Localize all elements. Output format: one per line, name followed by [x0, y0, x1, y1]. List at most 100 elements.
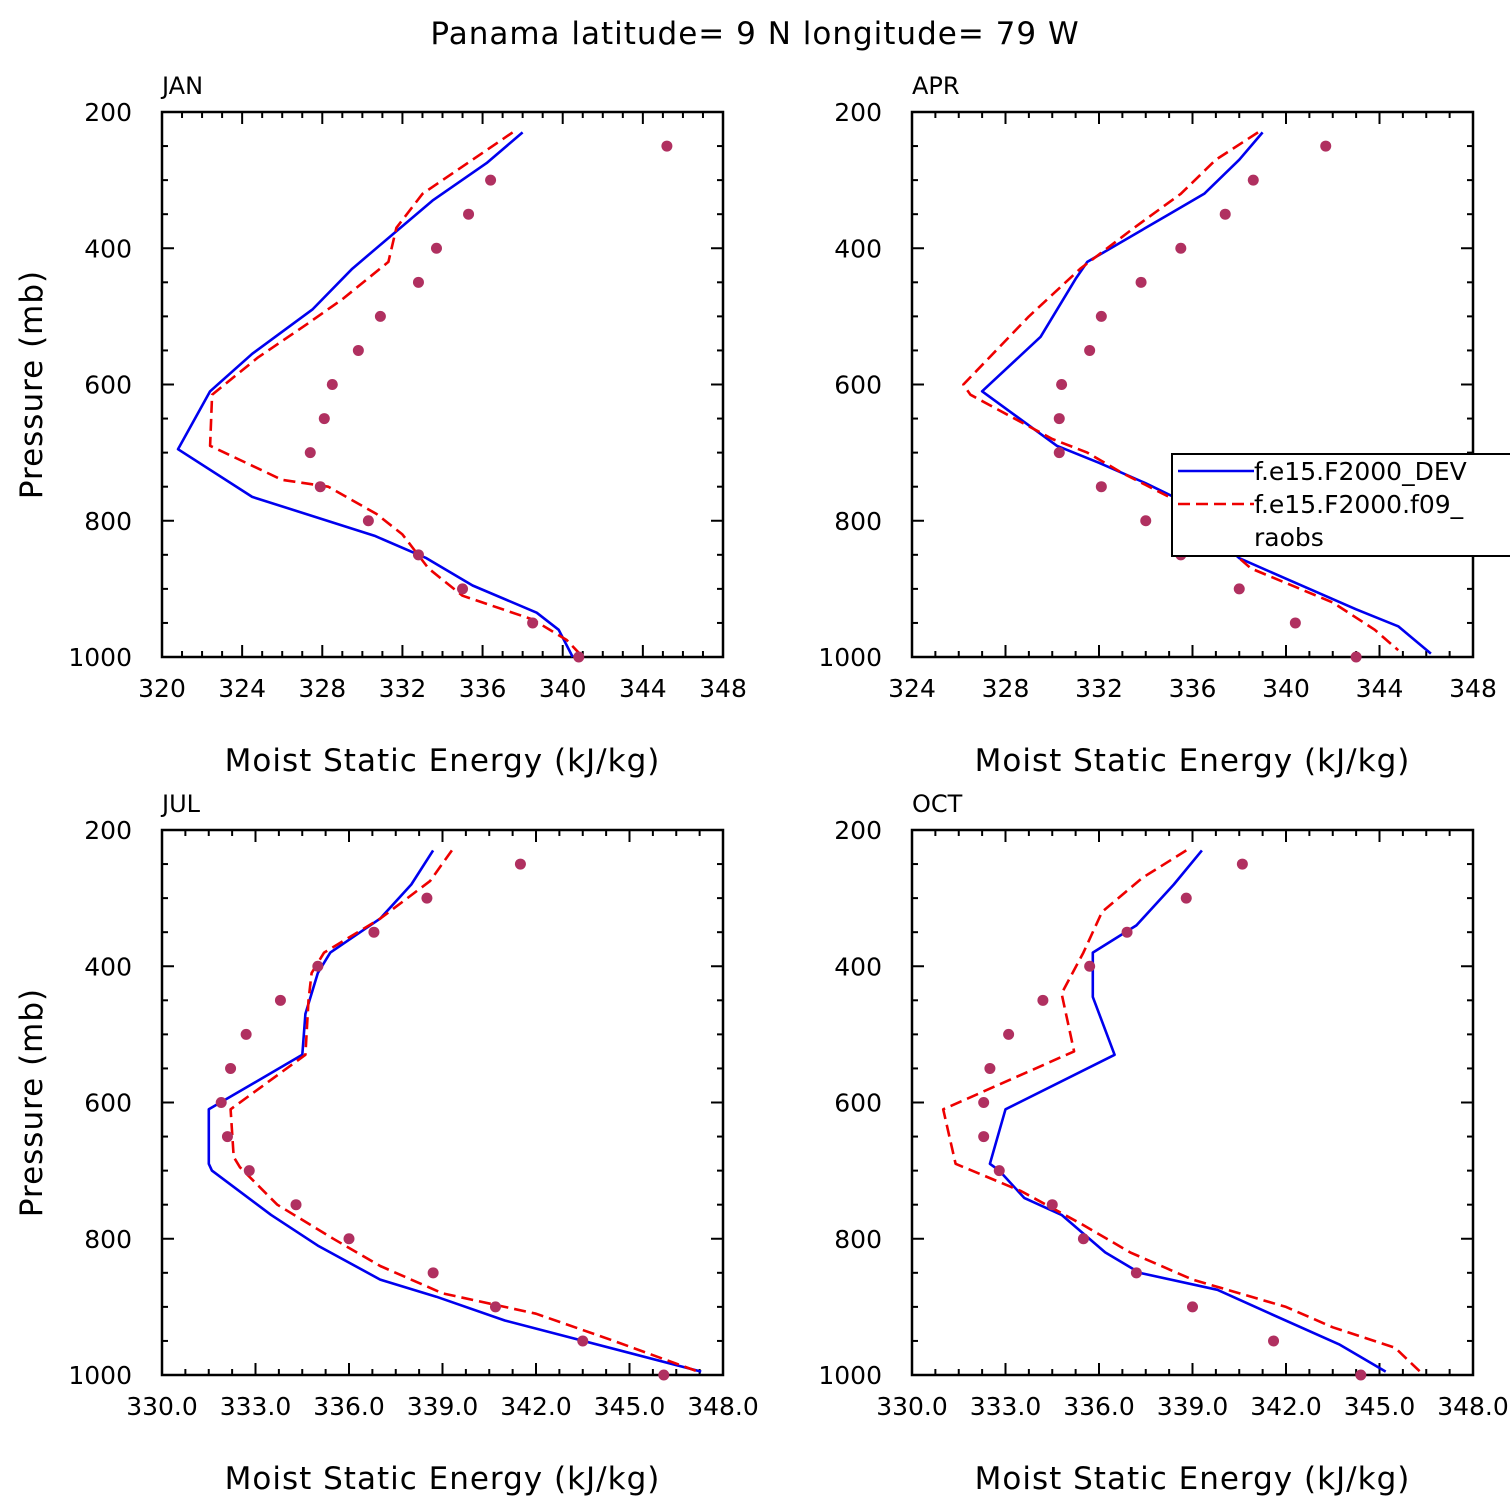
raobs-point [1121, 926, 1133, 938]
raobs-point [1268, 1335, 1280, 1347]
raobs-point [1077, 1233, 1089, 1245]
x-tick-label: 333.0 [220, 1392, 292, 1421]
raobs-point [412, 549, 424, 561]
raobs-point [1219, 208, 1231, 220]
raobs-point [658, 1369, 670, 1381]
y-tick-label: 600 [834, 1089, 882, 1118]
raobs-point [457, 583, 469, 595]
raobs-point [1053, 413, 1065, 425]
x-axis-title: Moist Static Energy (kJ/kg) [225, 1461, 661, 1497]
panel-jul: JUL 330.0 333.0 336.0 339.0 342.0 345.0 348.0 20… [14, 790, 759, 1497]
raobs-point [221, 1131, 233, 1143]
y-tick-label: 1000 [818, 1361, 882, 1390]
x-tick-label: 324 [218, 674, 266, 703]
raobs-point [1056, 379, 1068, 390]
raobs-point [489, 1301, 501, 1313]
x-tick-label: 333.0 [970, 1392, 1042, 1421]
series-line-model1 [207, 849, 702, 1373]
raobs-point [421, 892, 433, 904]
x-tick-label: 342.0 [1250, 1392, 1322, 1421]
y-tick-label: 600 [84, 371, 132, 400]
raobs-point [243, 1165, 255, 1177]
y-tick-label: 1000 [818, 643, 882, 672]
raobs-point [1053, 447, 1065, 459]
series-line-model2 [229, 849, 699, 1373]
y-tick-label: 200 [84, 816, 132, 845]
panel-title: JAN [160, 72, 203, 100]
raobs-point [312, 960, 324, 972]
x-tick-label: 348.0 [687, 1392, 759, 1421]
y-axis-title: Pressure (mb) [14, 988, 50, 1217]
y-tick-label: 600 [84, 1089, 132, 1118]
y-tick-label: 600 [834, 371, 882, 400]
raobs-point [368, 926, 380, 938]
plot-frame [910, 828, 1475, 1377]
raobs-point [430, 242, 442, 254]
x-axis-title: Moist Static Energy (kJ/kg) [975, 743, 1411, 779]
raobs-point [1037, 994, 1049, 1006]
raobs-point [225, 1062, 237, 1074]
x-tick-label: 332 [379, 674, 427, 703]
raobs-point [978, 1097, 990, 1108]
raobs-point [1289, 617, 1301, 629]
y-tick-label: 200 [834, 816, 882, 845]
y-axis-title: Pressure (mb) [14, 270, 50, 499]
x-tick-label: 345.0 [1344, 1392, 1416, 1421]
x-tick-label: 330.0 [876, 1392, 948, 1421]
legend-label: f.e15.F2000.f09_ [1254, 490, 1464, 519]
panel-oct: OCT 330.0 333.0 336.0 339.0 342.0 345.0 348.0 20… [818, 790, 1508, 1497]
y-tick-label: 800 [834, 507, 882, 536]
legend-label: f.e15.F2000_DEV [1254, 457, 1467, 486]
raobs-point [215, 1097, 227, 1108]
raobs-point [1130, 1267, 1142, 1279]
x-tick-label: 320 [138, 674, 186, 703]
raobs-point [1320, 140, 1332, 152]
x-tick-label: 348 [1449, 674, 1497, 703]
x-tick-label: 336.0 [1063, 1392, 1135, 1421]
y-tick-label: 400 [84, 952, 132, 981]
x-tick-label: 336.0 [313, 1392, 385, 1421]
y-tick-label: 400 [834, 234, 882, 263]
series-line-model1 [176, 131, 574, 658]
x-tick-label: 324 [888, 674, 936, 703]
raobs-point [318, 413, 330, 425]
x-tick-label: 330.0 [126, 1392, 198, 1421]
raobs-point [1140, 515, 1152, 527]
x-tick-label: 328 [982, 674, 1030, 703]
plot-frame [160, 828, 725, 1377]
series-line-model2 [941, 849, 1421, 1373]
y-tick-label: 800 [84, 1225, 132, 1254]
y-tick-label: 200 [834, 98, 882, 127]
raobs-point [290, 1199, 302, 1211]
raobs-point [1247, 174, 1259, 186]
raobs-point [573, 651, 585, 663]
plot-frame [910, 110, 1475, 659]
x-tick-label: 332 [1075, 674, 1123, 703]
raobs-point [314, 481, 326, 493]
raobs-point [374, 310, 386, 322]
x-tick-label: 328 [298, 674, 346, 703]
x-tick-label: 336 [1169, 674, 1217, 703]
legend: f.e15.F2000_DEV f.e15.F2000.f09_raobs [1171, 453, 1510, 557]
raobs-point [577, 1335, 589, 1347]
x-tick-label: 344 [619, 674, 667, 703]
x-tick-label: 340 [539, 674, 587, 703]
series-line-model2 [962, 131, 1400, 652]
raobs-point [1046, 1199, 1058, 1211]
raobs-point [993, 1165, 1005, 1177]
panel-title: APR [912, 72, 960, 100]
x-axis-title: Moist Static Energy (kJ/kg) [975, 1461, 1411, 1497]
raobs-point [978, 1131, 990, 1143]
raobs-point [1236, 858, 1248, 870]
x-tick-label: 339.0 [1157, 1392, 1229, 1421]
y-tick-label: 400 [84, 234, 132, 263]
y-tick-label: 800 [84, 507, 132, 536]
raobs-point [304, 447, 316, 459]
x-tick-label: 336 [459, 674, 507, 703]
raobs-point [1095, 481, 1107, 493]
panel-apr: APR 324 328 332 336 340 344 348 200 400 600 800 1000… [818, 72, 1496, 779]
raobs-point [362, 515, 374, 527]
raobs-point [274, 994, 286, 1006]
series-line-model2 [208, 131, 584, 658]
